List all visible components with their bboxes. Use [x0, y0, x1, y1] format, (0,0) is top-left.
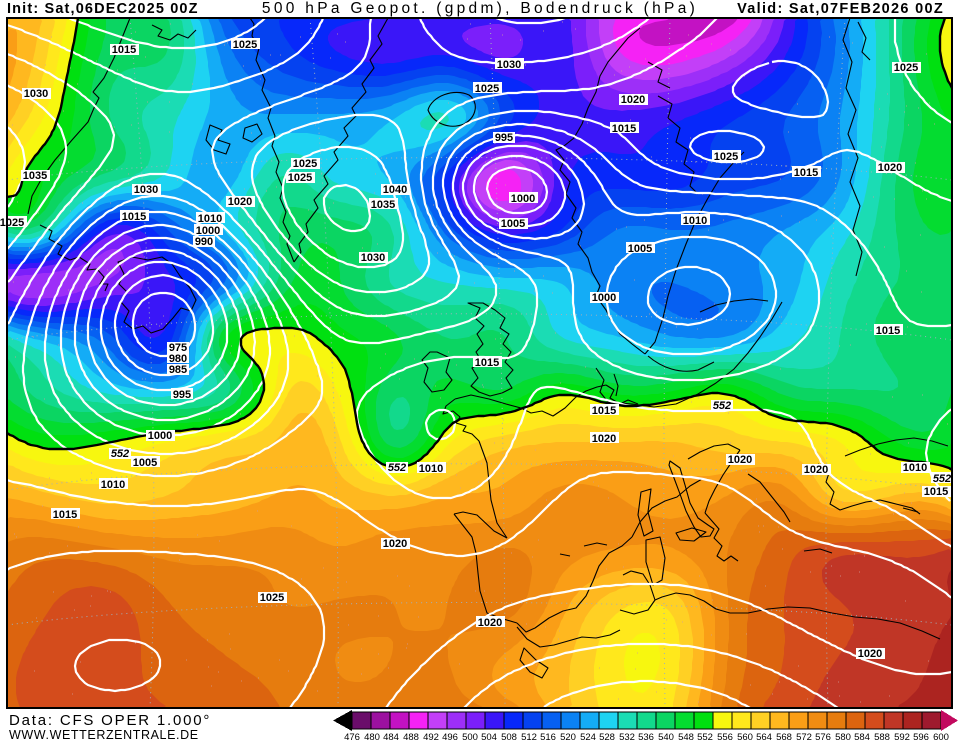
svg-text:995: 995 — [495, 132, 513, 144]
svg-text:1025: 1025 — [288, 172, 312, 184]
svg-text:1025: 1025 — [293, 158, 317, 170]
svg-text:1015: 1015 — [122, 211, 146, 223]
svg-text:1025: 1025 — [894, 62, 918, 74]
svg-text:1000: 1000 — [148, 430, 172, 442]
svg-text:584: 584 — [854, 732, 870, 741]
svg-text:1025: 1025 — [233, 39, 257, 51]
svg-text:524: 524 — [580, 732, 596, 741]
svg-text:1035: 1035 — [371, 199, 395, 211]
svg-text:504: 504 — [481, 732, 497, 741]
svg-text:560: 560 — [737, 732, 753, 741]
svg-text:540: 540 — [658, 732, 674, 741]
svg-text:1000: 1000 — [592, 292, 616, 304]
svg-text:596: 596 — [913, 732, 929, 741]
svg-text:1030: 1030 — [361, 252, 385, 264]
svg-text:484: 484 — [383, 732, 399, 741]
svg-text:476: 476 — [344, 732, 360, 741]
svg-text:1020: 1020 — [478, 617, 502, 629]
svg-text:1015: 1015 — [612, 123, 636, 135]
svg-text:975: 975 — [169, 342, 187, 354]
svg-text:1000: 1000 — [511, 193, 535, 205]
svg-text:990: 990 — [195, 236, 213, 248]
svg-text:600: 600 — [933, 732, 949, 741]
svg-text:532: 532 — [619, 732, 635, 741]
svg-text:1040: 1040 — [383, 184, 407, 196]
svg-text:1020: 1020 — [728, 454, 752, 466]
svg-text:980: 980 — [169, 353, 187, 365]
svg-text:1030: 1030 — [134, 184, 158, 196]
svg-text:588: 588 — [874, 732, 890, 741]
svg-text:1025: 1025 — [260, 592, 284, 604]
svg-text:1015: 1015 — [794, 167, 818, 179]
svg-text:1015: 1015 — [475, 357, 499, 369]
svg-text:556: 556 — [717, 732, 733, 741]
svg-text:572: 572 — [796, 732, 812, 741]
svg-text:564: 564 — [756, 732, 772, 741]
svg-text:512: 512 — [521, 732, 537, 741]
svg-text:1005: 1005 — [133, 457, 157, 469]
svg-text:1020: 1020 — [621, 94, 645, 106]
svg-text:500: 500 — [462, 732, 478, 741]
svg-text:1005: 1005 — [501, 218, 525, 230]
svg-text:552: 552 — [388, 462, 406, 474]
svg-text:576: 576 — [815, 732, 831, 741]
svg-text:1035: 1035 — [23, 170, 47, 182]
svg-text:496: 496 — [442, 732, 458, 741]
svg-text:1005: 1005 — [628, 243, 652, 255]
svg-text:488: 488 — [403, 732, 419, 741]
svg-text:1025: 1025 — [714, 151, 738, 163]
svg-text:480: 480 — [364, 732, 380, 741]
svg-text:1010: 1010 — [198, 213, 222, 225]
svg-text:1000: 1000 — [196, 225, 220, 237]
svg-text:985: 985 — [169, 364, 187, 376]
svg-text:1010: 1010 — [903, 462, 927, 474]
svg-text:1020: 1020 — [878, 162, 902, 174]
svg-text:1025: 1025 — [0, 217, 24, 229]
svg-text:1015: 1015 — [53, 509, 77, 521]
svg-text:1010: 1010 — [683, 215, 707, 227]
svg-text:1015: 1015 — [924, 486, 948, 498]
svg-text:552: 552 — [933, 473, 951, 485]
svg-text:508: 508 — [501, 732, 517, 741]
svg-text:1020: 1020 — [228, 196, 252, 208]
svg-text:1010: 1010 — [101, 479, 125, 491]
svg-text:1020: 1020 — [383, 538, 407, 550]
svg-text:1015: 1015 — [112, 44, 136, 56]
svg-text:1015: 1015 — [876, 325, 900, 337]
svg-text:536: 536 — [638, 732, 654, 741]
svg-text:528: 528 — [599, 732, 615, 741]
svg-text:516: 516 — [540, 732, 556, 741]
svg-text:592: 592 — [894, 732, 910, 741]
svg-text:995: 995 — [173, 389, 191, 401]
svg-text:1020: 1020 — [858, 648, 882, 660]
svg-text:580: 580 — [835, 732, 851, 741]
svg-text:548: 548 — [678, 732, 694, 741]
svg-text:492: 492 — [423, 732, 439, 741]
svg-text:552: 552 — [697, 732, 713, 741]
svg-text:1030: 1030 — [497, 59, 521, 71]
svg-text:1010: 1010 — [419, 463, 443, 475]
svg-text:552: 552 — [111, 448, 129, 460]
svg-text:1020: 1020 — [804, 464, 828, 476]
svg-text:520: 520 — [560, 732, 576, 741]
svg-text:1020: 1020 — [592, 433, 616, 445]
svg-text:1030: 1030 — [24, 88, 48, 100]
svg-text:568: 568 — [776, 732, 792, 741]
svg-text:1015: 1015 — [592, 405, 616, 417]
svg-text:1025: 1025 — [475, 83, 499, 95]
svg-text:552: 552 — [713, 400, 731, 412]
